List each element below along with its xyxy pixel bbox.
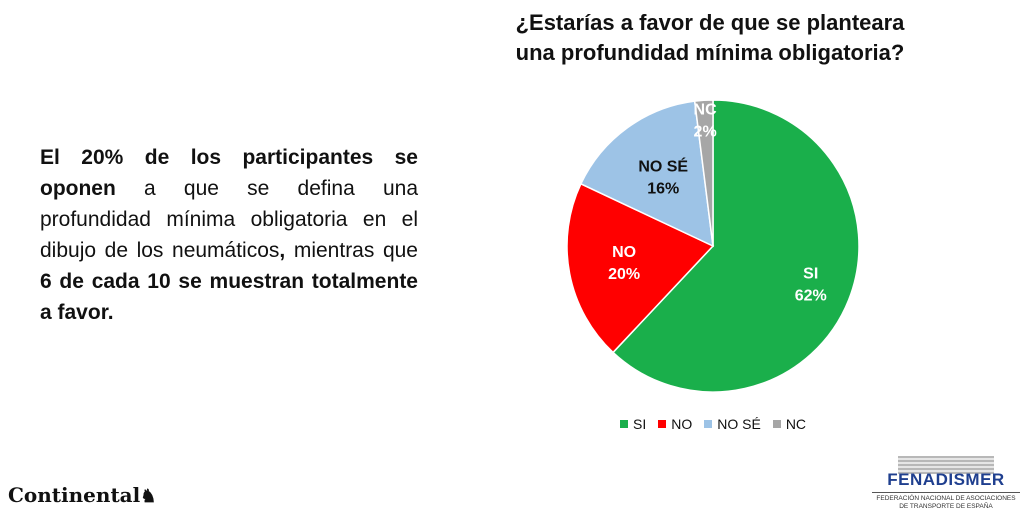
pie-slice-si: [611, 100, 860, 393]
fenadismer-subtitle: FEDERACIÓN NACIONAL DE ASOCIACIONES DE T…: [872, 492, 1020, 511]
legend-swatch: [658, 420, 667, 428]
pie-slice-nc: [693, 100, 714, 247]
fenadismer-name: FENADISMER: [887, 470, 1005, 489]
legend-label: NO SÉ: [717, 416, 761, 432]
pie-slice-no: [566, 182, 715, 354]
continental-logo: Continental♞: [8, 483, 156, 507]
legend-label: SI: [633, 416, 647, 432]
legend-label: NO: [671, 416, 693, 432]
horse-icon: ♞: [140, 486, 157, 507]
fenadismer-sub1: FEDERACIÓN NACIONAL DE ASOCIACIONES: [876, 495, 1016, 502]
summary-part4: mientras que: [285, 239, 418, 262]
summary-part5: 6 de cada 10 se muestran totalmente a fa…: [40, 270, 418, 324]
chart-title-line1: ¿Estarías a favor de que se planteara: [515, 10, 905, 35]
legend-swatch: [704, 420, 713, 428]
legend-item: SI: [620, 416, 646, 432]
legend: SI NO NO SÉ NC: [620, 416, 806, 432]
fenadismer-logo: FENADISMER FEDERACIÓN NACIONAL DE ASOCIA…: [872, 456, 1020, 511]
chart-title-line2: una profundidad mínima obligatoria?: [515, 40, 905, 65]
legend-item: NO SÉ: [704, 416, 761, 432]
legend-swatch: [772, 420, 781, 428]
legend-item: NC: [772, 416, 807, 432]
pie-slice-no-se: [579, 100, 714, 248]
legend-item: NO: [658, 416, 692, 432]
summary-part2: a que se defina una profundidad mínima o…: [40, 177, 418, 262]
fenadismer-stripes: [898, 456, 994, 474]
pie-label-1: NO 20%: [608, 244, 640, 283]
summary-text: El 20% de los participantes se oponen a …: [40, 142, 418, 328]
legend-swatch: [620, 420, 628, 428]
fenadismer-sub2: DE TRANSPORTE DE ESPAÑA: [899, 503, 993, 510]
chart-title: ¿Estarías a favor de que se planteara un…: [470, 8, 950, 68]
legend-label: NC: [785, 416, 807, 432]
pie-label-3: NC 2%: [694, 102, 718, 141]
pie-label-0: SI 62%: [795, 266, 827, 305]
continental-logo-text: Continental: [8, 483, 141, 507]
pie-chart: SI 62% NO 20% NO SÉ 16%NC 2%: [566, 100, 860, 393]
pie-label-2: NO SÉ 16%: [638, 156, 688, 197]
summary-part1: El 20% de los participantes se oponen: [40, 146, 418, 200]
summary-part3: ,: [279, 239, 286, 262]
